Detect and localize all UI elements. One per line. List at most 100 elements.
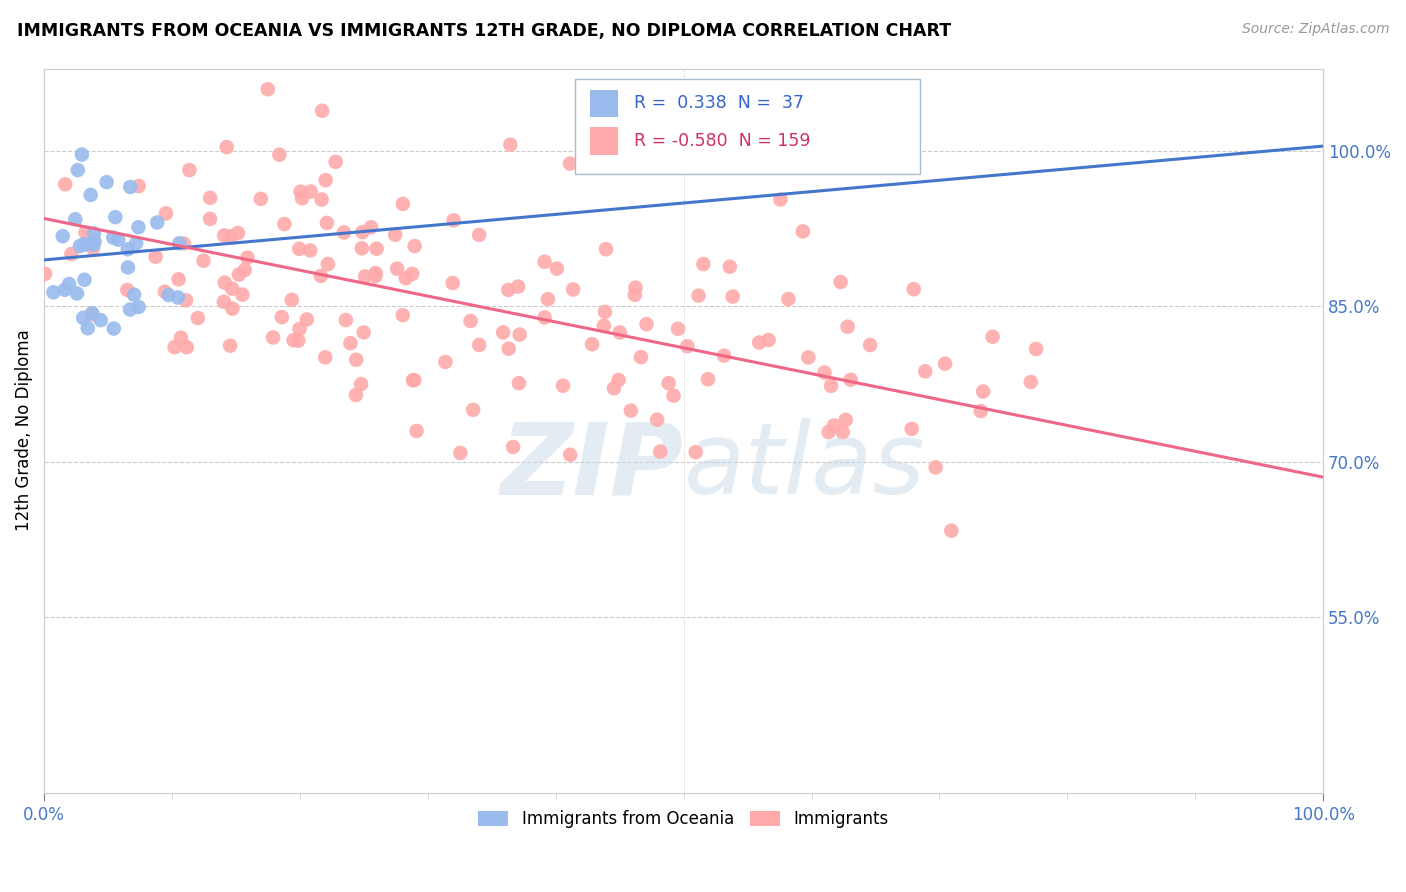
Point [42, 285, 65, 300]
Point [537, 292, 560, 306]
Point [174, 293, 197, 308]
Point [364, 269, 387, 284]
Point [287, 334, 309, 348]
Point [831, 425, 853, 439]
Point [212, 294, 235, 309]
Point [560, 448, 582, 462]
Point [624, 288, 647, 302]
Point [73, 273, 96, 287]
Point [461, 402, 484, 417]
Point [692, 257, 714, 271]
Point [353, 326, 375, 340]
Point [603, 381, 626, 395]
Point [290, 185, 312, 199]
Point [404, 239, 426, 253]
Point [79, 188, 101, 202]
Point [650, 444, 672, 458]
Point [839, 373, 862, 387]
Point [859, 338, 882, 352]
Point [65, 212, 87, 227]
Point [70, 147, 93, 161]
Point [391, 308, 413, 322]
Point [721, 289, 744, 303]
Point [236, 251, 259, 265]
Point [395, 271, 418, 285]
Point [128, 179, 150, 194]
Point [270, 310, 292, 324]
Point [350, 241, 373, 255]
Point [593, 305, 616, 319]
Point [169, 236, 191, 251]
Point [934, 357, 956, 371]
Point [90, 313, 112, 327]
Point [262, 330, 284, 344]
Point [221, 282, 243, 296]
Point [713, 349, 735, 363]
Point [972, 384, 994, 399]
Point [401, 267, 423, 281]
Point [288, 322, 311, 336]
Point [198, 191, 221, 205]
Point [748, 335, 770, 350]
Point [354, 269, 377, 284]
Point [941, 524, 963, 538]
Point [817, 425, 839, 439]
Point [212, 228, 235, 243]
Point [309, 268, 332, 283]
Point [797, 351, 820, 365]
Point [352, 225, 374, 239]
Point [250, 192, 273, 206]
Point [167, 272, 190, 286]
Point [66, 286, 89, 301]
Point [970, 404, 993, 418]
Point [443, 213, 465, 227]
Point [607, 373, 630, 387]
Point [103, 230, 125, 244]
Text: Source: ZipAtlas.com: Source: ZipAtlas.com [1241, 22, 1389, 37]
Point [53, 283, 76, 297]
Point [103, 321, 125, 335]
Point [58, 277, 80, 291]
Point [122, 287, 145, 301]
Point [903, 282, 925, 296]
Point [778, 292, 800, 306]
Point [173, 236, 195, 251]
Point [688, 288, 710, 302]
Point [120, 180, 142, 194]
Point [117, 242, 139, 256]
Point [269, 147, 291, 161]
Point [66, 163, 89, 178]
Point [820, 378, 842, 392]
Point [449, 446, 471, 460]
Point [52, 229, 75, 244]
Point [283, 333, 305, 347]
Point [215, 140, 238, 154]
Point [498, 283, 520, 297]
Point [228, 268, 250, 282]
Point [384, 227, 406, 242]
Point [914, 364, 936, 378]
Point [498, 342, 520, 356]
Point [562, 283, 585, 297]
Point [117, 260, 139, 275]
Point [499, 137, 522, 152]
Point [214, 276, 236, 290]
Point [153, 285, 176, 299]
Point [581, 337, 603, 351]
Point [366, 242, 388, 256]
Point [1019, 375, 1042, 389]
Point [676, 339, 699, 353]
Point [273, 217, 295, 231]
Point [558, 156, 581, 170]
Legend: Immigrants from Oceania, Immigrants: Immigrants from Oceania, Immigrants [471, 804, 896, 835]
Text: R = -0.580  N = 159: R = -0.580 N = 159 [634, 132, 810, 150]
Point [128, 300, 150, 314]
Point [624, 280, 647, 294]
Point [551, 378, 574, 392]
Point [82, 241, 104, 255]
Point [145, 250, 167, 264]
Point [219, 229, 242, 244]
Point [219, 339, 242, 353]
Point [96, 175, 118, 189]
Point [404, 373, 426, 387]
